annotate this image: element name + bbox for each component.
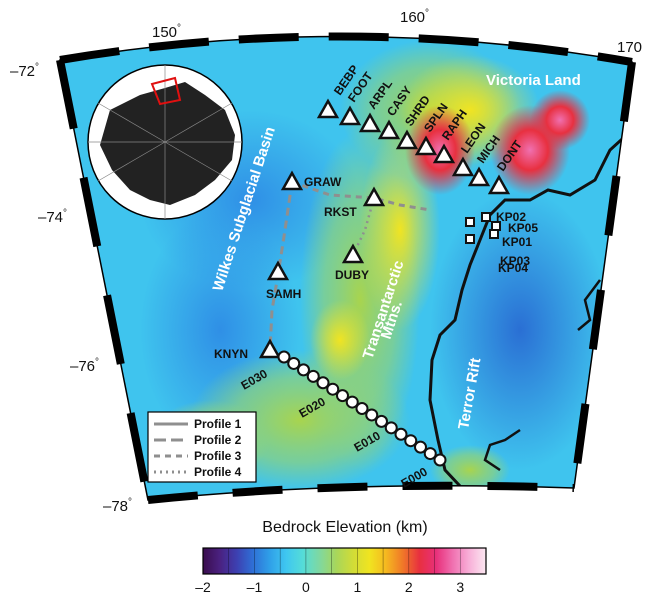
station-bebp-marker: [316, 98, 340, 119]
profile-1-station-7: [345, 395, 359, 409]
colorbar-ramp: [202, 547, 487, 575]
profile-1-station-15: [423, 447, 437, 461]
inset-antarctica: [87, 64, 243, 220]
kp-kp05-label: KP05: [508, 221, 538, 235]
profile-1-station-10: [375, 414, 388, 428]
lat-label-76: –76°: [70, 357, 99, 375]
colorbar-tick-4: 2: [405, 579, 413, 595]
frame-left-bar: [56, 59, 152, 501]
station-samh-marker: [266, 260, 290, 281]
profile-1-station-0: [277, 350, 291, 364]
legend-label-4: Profile 4: [194, 465, 242, 479]
profile-1-station-6: [336, 389, 349, 403]
station-graw-marker: [280, 170, 304, 191]
legend-label-1: Profile 1: [194, 417, 242, 431]
colorbar-tick-0: –2: [195, 579, 211, 595]
station-foot-marker: [338, 105, 362, 126]
lat-label-78: –78°: [103, 497, 132, 515]
lon-label-170: 170: [617, 39, 642, 56]
station-rkst-label: RKST: [324, 205, 357, 219]
station-leon-marker: [451, 156, 475, 177]
kp-kp02-marker: [481, 212, 491, 222]
station-mich-marker: [467, 166, 491, 187]
lon-label-150: 150°: [152, 23, 181, 41]
profile-1-station-12: [394, 427, 408, 441]
profile-1-station-4: [316, 376, 330, 390]
station-dont-marker: [487, 174, 511, 195]
victoria-land-label: Victoria Land: [486, 72, 581, 89]
lon-label-160: 160°: [400, 8, 429, 26]
station-graw-label: GRAW: [304, 175, 342, 189]
legend-label-2: Profile 2: [194, 433, 242, 447]
station-raph-marker: [432, 143, 456, 164]
kp-kp02-label: KP02: [496, 210, 526, 224]
kp-kp04-marker: [465, 217, 475, 227]
coastline-east: [577, 279, 601, 331]
station-arpl-marker: [358, 112, 382, 133]
profile-1-station-8: [355, 402, 369, 415]
station-rkst-marker: [362, 186, 386, 207]
frame-bottom-bar: [147, 481, 575, 504]
station-knyn-marker: [258, 338, 282, 359]
frame-right-bar: [570, 61, 636, 489]
profile-1-station-2: [297, 363, 310, 377]
profile-1-station-3: [306, 369, 320, 383]
station-casy-marker: [377, 119, 401, 140]
colorbar-title: Bedrock Elevation (km): [262, 519, 427, 536]
kp-kp01-label: KP01: [502, 235, 532, 249]
ross-island-coast: [483, 428, 521, 472]
station-duby-marker: [341, 243, 365, 264]
colorbar-tick-5: 3: [456, 579, 464, 595]
profile-legend: Profile 1 Profile 2 Profile 3 Profile 4: [147, 411, 257, 483]
profile-1-station-11: [384, 421, 398, 435]
kp-kp05-marker: [491, 221, 501, 231]
profile-1-stations: [277, 350, 447, 467]
station-duby-label: DUBY: [335, 268, 369, 282]
coastline: [428, 128, 632, 488]
profile-1-station-16: [433, 453, 447, 467]
lat-labels: –72° –74° –76° –78°: [10, 62, 132, 515]
frame-top-bar: [59, 32, 633, 66]
station-samh-label: SAMH: [266, 287, 301, 301]
kp-kp03-label: KP03: [500, 254, 530, 268]
lat-label-74: –74°: [38, 208, 67, 226]
kp-kp03-marker: [465, 234, 475, 244]
lon-labels: 150° 160° 170: [152, 8, 642, 56]
profile-1-station-9: [365, 408, 379, 422]
lat-label-72: –72°: [10, 62, 39, 80]
colorbar-tick-1: –1: [247, 579, 263, 595]
kp-kp01-marker: [489, 229, 499, 239]
legend-label-3: Profile 3: [194, 449, 242, 463]
inset-study-area-box: [150, 76, 182, 106]
profile-1-station-14: [414, 440, 427, 454]
profile-1-station-1: [287, 356, 301, 370]
colorbar-tick-3: 1: [353, 579, 361, 595]
profile-3-line: [291, 180, 431, 212]
colorbar-tick-2: 0: [302, 579, 310, 595]
station-spln-marker: [414, 135, 438, 156]
profile-1-station-5: [326, 382, 340, 396]
station-knyn-label: KNYN: [214, 347, 248, 361]
station-shrd-marker: [395, 129, 419, 150]
profile-1-station-13: [404, 434, 418, 448]
kp-kp04-label: KP04: [498, 261, 528, 275]
colorbar: Bedrock Elevation (km) –2 –1 0 1 2 3: [195, 519, 487, 595]
